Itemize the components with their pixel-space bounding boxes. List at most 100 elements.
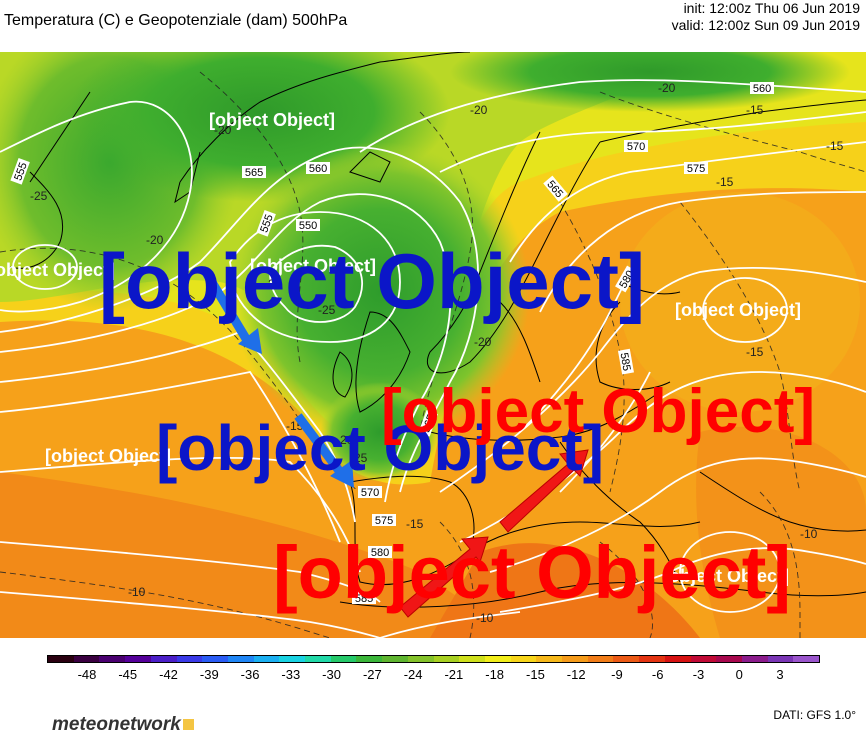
color-swatch [510,656,537,662]
color-swatch [382,656,408,662]
svg-text:-15: -15 [406,517,424,531]
color-scale-tick: -36 [240,667,260,682]
low-marker: [object Object] [0,260,115,280]
color-scale-tick: -21 [444,667,464,682]
geo-label: 555 [258,213,276,234]
color-swatch [253,656,280,662]
color-swatch [639,656,665,662]
color-swatch [536,656,563,662]
red-arrow-icon [499,449,589,533]
color-swatch [484,656,511,662]
color-swatch [562,656,588,662]
svg-text:-15: -15 [826,139,844,153]
color-scale-tick: -18 [485,667,505,682]
svg-text:-20: -20 [474,335,492,349]
svg-text:-20: -20 [658,81,676,95]
color-swatch [202,656,228,662]
svg-text:-20: -20 [214,123,232,137]
color-swatch [459,656,485,662]
color-scale-tick: 3 [776,667,784,682]
svg-text:-10: -10 [476,611,494,625]
low-marker: [object Object] [250,256,376,276]
geo-label: 560 [309,163,327,175]
geo-label: 565 [420,413,438,434]
color-scale-tick: -6 [651,667,664,682]
coastlines [9,52,866,608]
init-time: init: 12:00z Thu 06 Jun 2019 [683,0,860,16]
pressure-centres: [object Object] [object Object] [object … [0,110,801,586]
color-swatch [741,656,768,662]
svg-text:-25: -25 [350,451,368,465]
geo-label: 585 [617,352,632,372]
low-marker: [object Object] [663,566,789,586]
color-swatch [73,656,100,662]
geo-label: 565 [245,167,263,179]
geo-label: 575 [687,163,705,175]
blue-arrow-icon [203,271,252,345]
geo-label: 585 [355,593,373,605]
color-scale-ticks: -48 -45 -42 -39 -36 -33 -30 -27 -24 -21 -18 -15 -12-… [47,667,820,685]
color-swatch [664,656,691,662]
geo-label: 575 [375,515,393,527]
color-scale-tick: -12 [566,667,586,682]
svg-text:-15: -15 [746,345,764,359]
geopotential-labels: 555 565 560 555 550 565 560 570 575 580 … [10,82,774,605]
geo-label: 570 [627,141,645,153]
brand-logo: meteonetwork [52,714,194,736]
big-low-north: [object Object] [99,237,645,325]
color-scale-tick: 0 [735,667,743,682]
brand-square-icon [182,719,194,731]
svg-text:-20: -20 [264,277,282,291]
color-swatch [356,656,383,662]
map-title: Temperatura (C) e Geopotenziale (dam) 50… [4,12,348,29]
run-info: init: 12:00z Thu 06 Jun 2019 valid: 12:0… [672,0,860,34]
color-swatch [99,656,126,662]
temperature-labels: -25 -20 -20 -20 -25 -20 -20 -20 -15 -15 … [30,81,844,625]
color-swatch [587,656,614,662]
color-scale-tick: -48 [77,667,97,682]
color-scale-tick: -3 [692,667,705,682]
annotations: [object Object] [object Object] [object … [99,237,815,614]
data-source: DATI: GFS 1.0° [773,708,856,722]
color-swatch [330,656,357,662]
svg-text:-20: -20 [470,103,488,117]
color-scale-tick: -42 [159,667,178,682]
color-scale-tick: -39 [199,667,219,682]
svg-text:-10: -10 [128,585,146,599]
high-marker: [object Object] [675,300,801,320]
color-swatch [279,656,306,662]
valid-time: valid: 12:00z Sun 09 Jun 2019 [671,17,860,33]
color-scale-tick: -24 [403,667,423,682]
geo-label: 560 [753,83,771,95]
color-swatch [407,656,434,662]
color-swatch [716,656,742,662]
color-scale-tick: -33 [281,667,301,682]
high-marker: [object Object] [45,446,171,466]
svg-text:-15: -15 [716,175,734,189]
blue-arrows [203,271,354,488]
color-scale [47,655,820,663]
color-scale-tick: -27 [362,667,382,682]
big-high-north: [object Object] [381,377,815,446]
red-arrow-icon [399,536,489,618]
color-scale-tick: -9 [611,667,623,682]
blue-arrow-icon [294,413,344,475]
red-arrows [399,449,589,618]
temperature-contours [0,71,866,638]
color-swatch [227,656,254,662]
color-swatch [793,656,820,662]
color-scale-tick: -30 [322,667,341,682]
big-low-south: [object Object] [156,412,604,484]
svg-text:-25: -25 [30,189,48,203]
svg-text:-15: -15 [746,103,764,117]
color-swatch [767,656,794,662]
color-swatch [48,656,74,662]
color-swatch [305,656,331,662]
color-scale-tick: -45 [118,667,138,682]
color-swatch [690,656,717,662]
geo-label: 555 [12,161,30,182]
color-swatch [125,656,151,662]
svg-text:-20: -20 [146,233,164,247]
svg-text:-20: -20 [336,433,354,447]
color-swatch [433,656,460,662]
